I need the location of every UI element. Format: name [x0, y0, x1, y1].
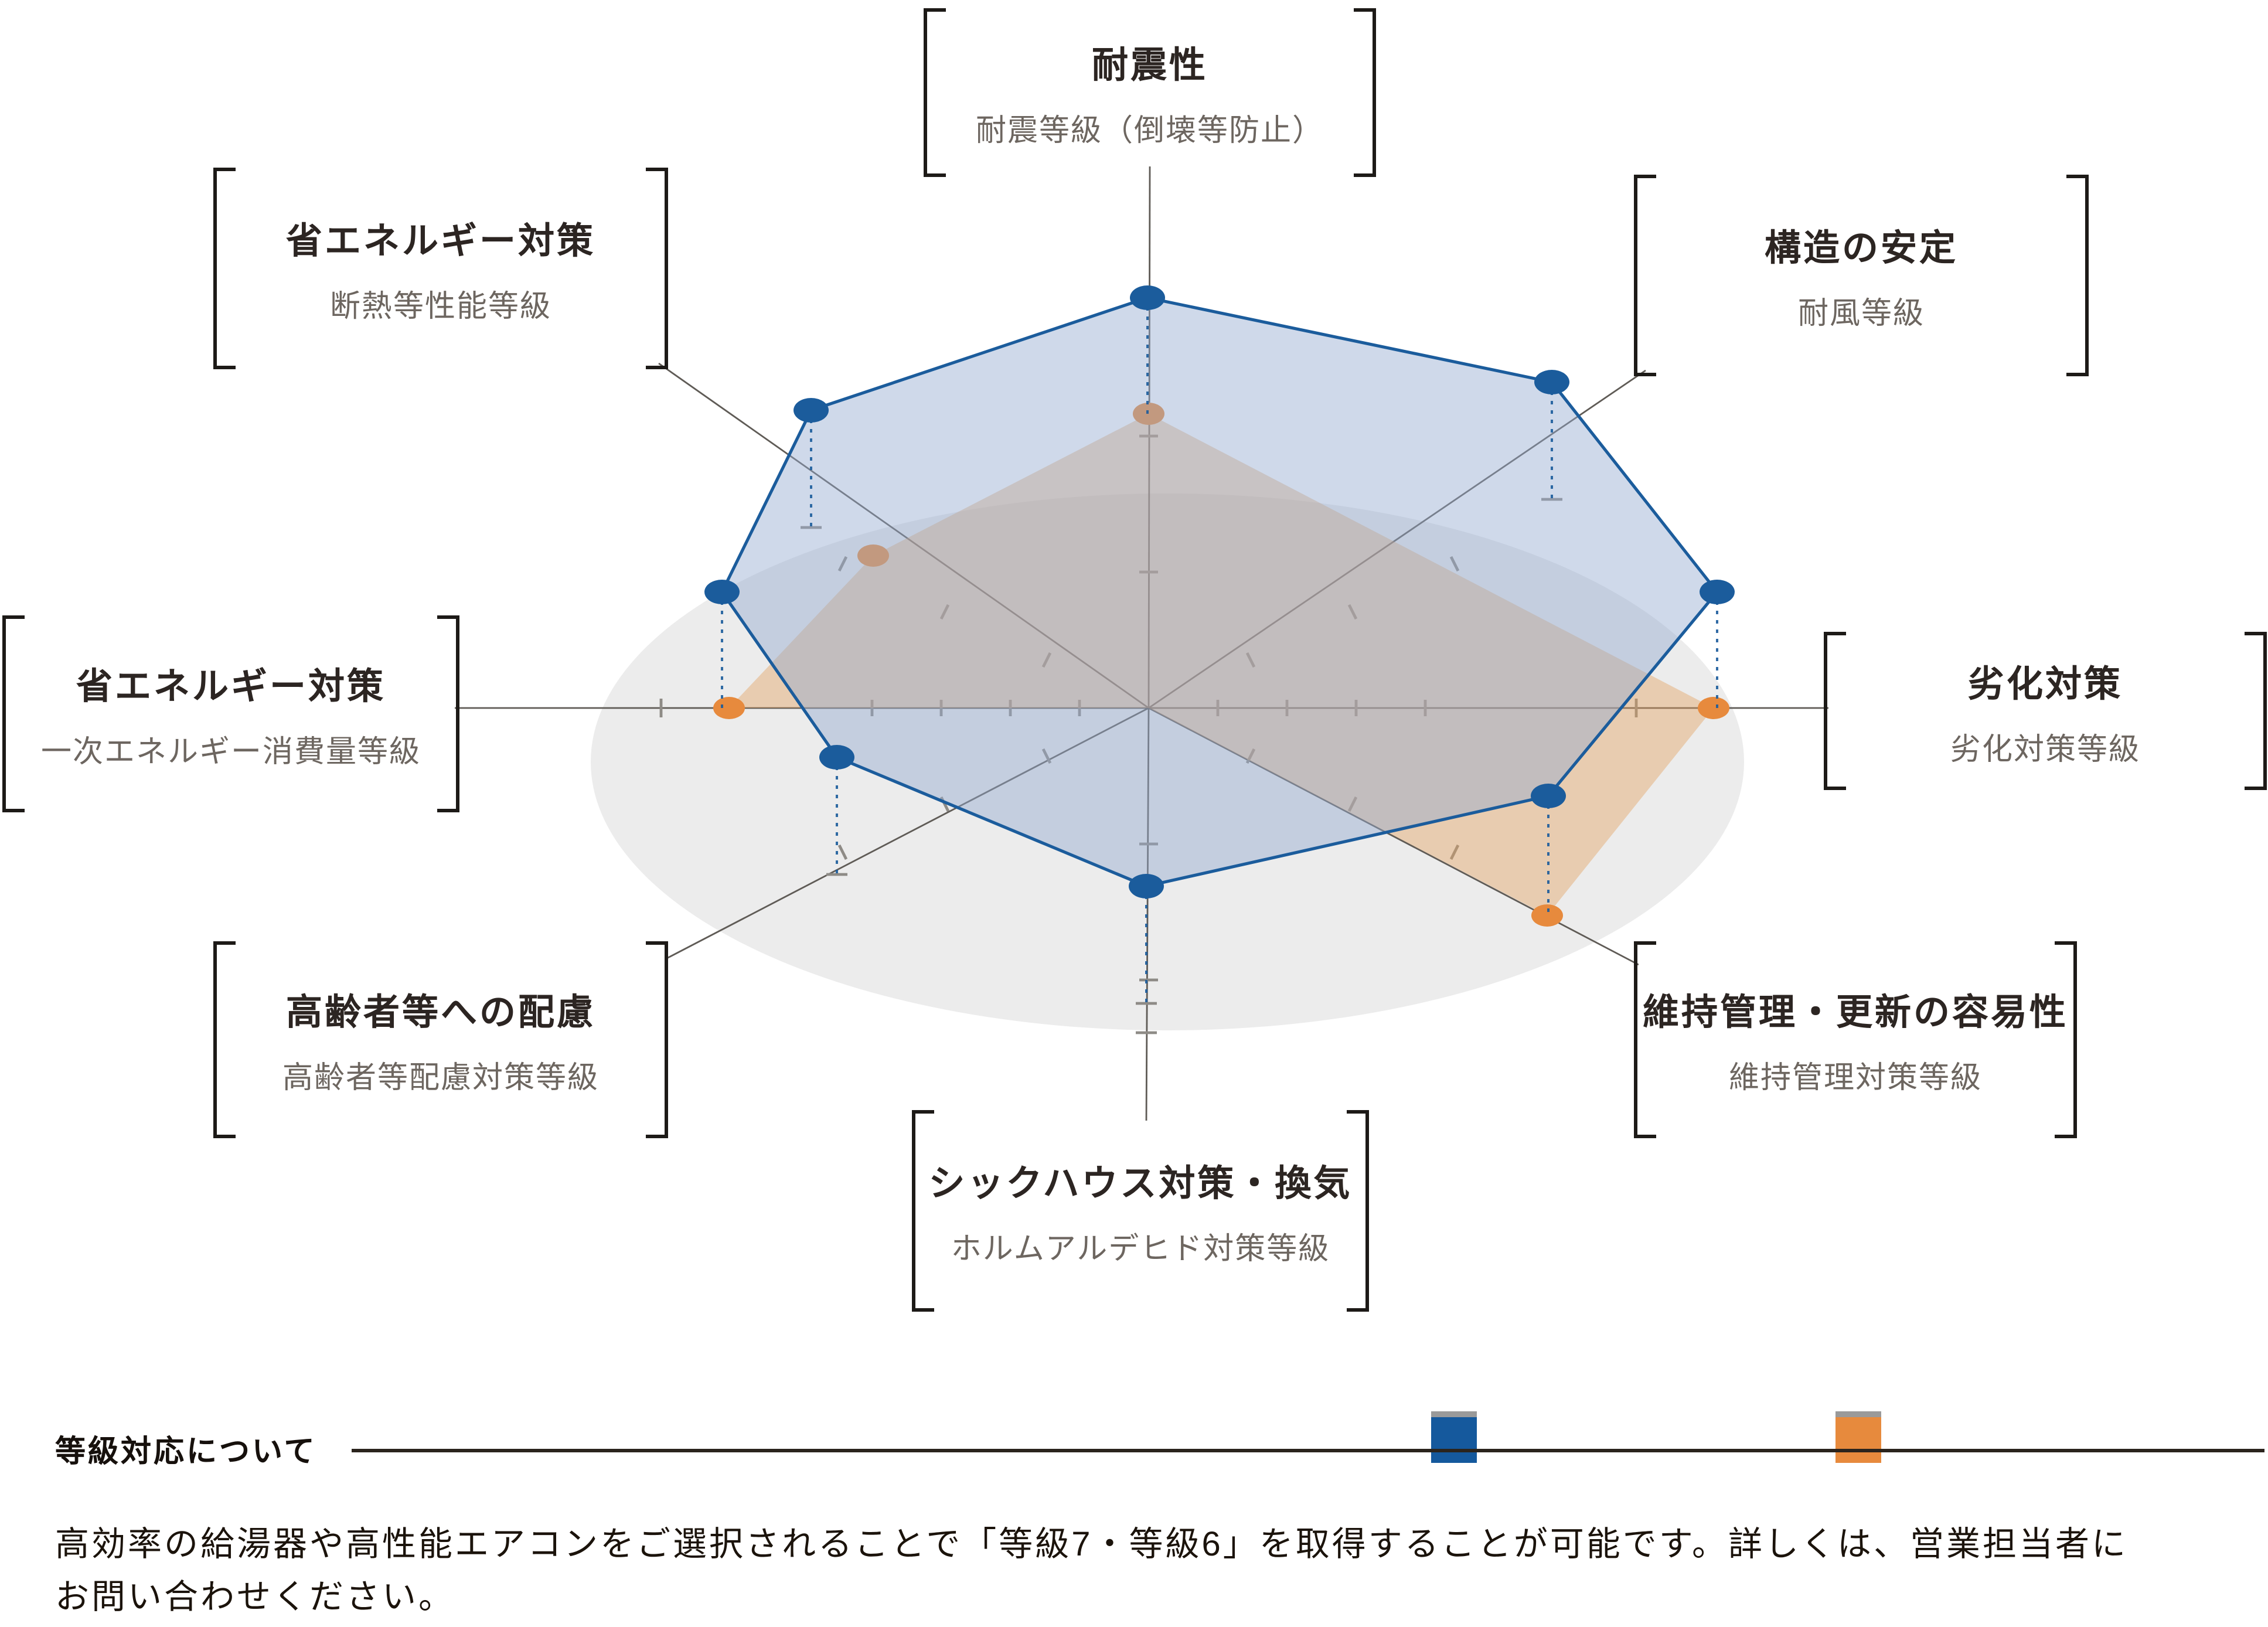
orange-data-point [1531, 904, 1563, 927]
legend-swatch-orange [1835, 1411, 1881, 1463]
axis-label-ne: 構造の安定 耐風等級 [1634, 175, 2089, 376]
blue-data-point [1130, 285, 1165, 310]
radar-disc [591, 493, 1744, 1030]
axis-line [1148, 369, 1646, 709]
note-body-line2: お問い合わせください。 [55, 1578, 455, 1616]
axis-tick [1245, 748, 1256, 764]
axis-label-subtitle: 高齢者等配慮対策等級 [282, 1060, 599, 1095]
orange-data-point [1698, 697, 1729, 719]
axis-line [665, 707, 1149, 960]
axis-label-w: 省エネルギー対策一次エネルギー消費量等級 [2, 615, 459, 812]
blue-data-point [819, 745, 854, 770]
axis-label-n: 耐震性耐震等級（倒壊等防止） [924, 8, 1376, 177]
axis-label-title: シックハウス対策・換気 [928, 1163, 1353, 1204]
note-body: 高効率の給湯器や高性能エアコンをご選択されることで「等級7・等級6」を取得するこ… [55, 1519, 2249, 1625]
axis-label-title: 構造の安定 [1765, 227, 1958, 268]
blue-data-point [1129, 874, 1164, 898]
blue-data-point [1534, 370, 1569, 394]
axis-tick [939, 604, 950, 620]
axis-label-subtitle: ホルムアルデヒド対策等級 [951, 1231, 1330, 1266]
legend-swatch-blue [1431, 1411, 1477, 1463]
axis-label-title: 高齢者等への配慮 [286, 992, 595, 1033]
axis-label-subtitle: 劣化対策等級 [1950, 731, 2140, 766]
blue-data-point [794, 398, 829, 423]
axis-label-subtitle: 断熱等性能等級 [329, 288, 551, 324]
axis-label-subtitle: 耐風等級 [1797, 295, 1925, 331]
axis-label-subtitle: 維持管理対策等級 [1728, 1060, 1982, 1095]
series-orange-area [729, 414, 1714, 915]
note-body-line1: 高効率の給湯器や高性能エアコンをご選択されることで「等級7・等級6」を取得するこ… [55, 1526, 2128, 1564]
axis-tick [939, 796, 950, 812]
axis-label-se: 維持管理・更新の容易性維持管理対策等級 [1634, 941, 2077, 1138]
axis-tick [837, 844, 848, 860]
axis-line [658, 362, 1149, 709]
note-rule-line [352, 1449, 2264, 1452]
axis-label-title: 維持管理・更新の容易性 [1643, 992, 2068, 1033]
orange-data-point [713, 697, 745, 719]
axis-label-title: 耐震性 [1092, 45, 1208, 86]
axis-tick [1041, 748, 1052, 764]
blue-data-point [1531, 784, 1566, 808]
orange-data-point [857, 544, 889, 567]
axis-label-nw: 省エネルギー対策断熱等性能等級 [213, 168, 668, 369]
axis-label-e: 劣化対策劣化対策等級 [1824, 632, 2267, 790]
axis-tick [837, 556, 848, 572]
blue-data-point [1700, 580, 1735, 604]
axis-label-subtitle: 一次エネルギー消費量等級 [40, 734, 421, 769]
axis-label-sw: 高齢者等への配慮高齢者等配慮対策等級 [213, 941, 668, 1138]
axis-label-title: 省エネルギー対策 [286, 220, 595, 261]
axis-tick [1347, 796, 1358, 812]
axis-label-s: シックハウス対策・換気ホルムアルデヒド対策等級 [912, 1110, 1369, 1312]
axis-tick [1449, 556, 1460, 572]
axis-label-title: 省エネルギー対策 [76, 666, 386, 707]
blue-data-point [704, 580, 740, 604]
axis-tick [1347, 604, 1358, 620]
axis-tick [1041, 652, 1052, 668]
axis-tick [1245, 652, 1256, 668]
axis-tick [1449, 844, 1460, 860]
note-heading: 等級対応について [55, 1434, 317, 1469]
axis-label-title: 劣化対策 [1968, 663, 2123, 704]
axis-label-subtitle: 耐震等級（倒壊等防止） [975, 113, 1324, 148]
